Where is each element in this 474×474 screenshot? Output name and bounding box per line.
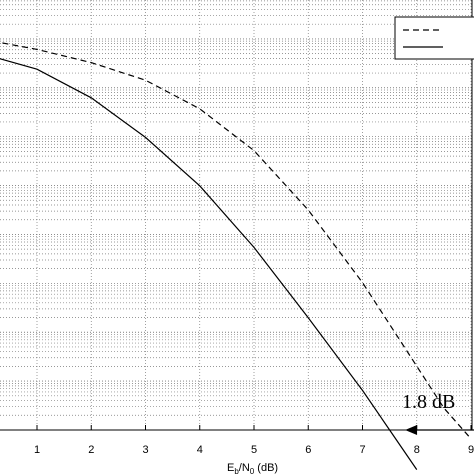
x-tick-label: 8 <box>414 444 420 456</box>
annotation-text: 1.8 dB <box>402 391 455 413</box>
x-tick-labels: 1 2 3 4 5 6 7 8 9 <box>34 425 474 456</box>
x-tick-label: 5 <box>251 444 257 456</box>
x-tick-label: 9 <box>468 444 474 456</box>
x-label-mid: /N <box>239 462 250 474</box>
x-label-sub1: b <box>234 467 239 474</box>
x-label-sub2: 0 <box>250 467 255 474</box>
legend-box <box>394 16 474 60</box>
plot-frame <box>0 0 473 431</box>
x-label-unit: (dB) <box>254 462 278 474</box>
x-tick-label: 6 <box>305 444 311 456</box>
x-label-main: E <box>227 462 234 474</box>
dashed-series-line <box>0 41 472 440</box>
gap-annotation: 1.8 dB <box>402 391 474 435</box>
x-axis-label: Eb/N0 (dB) <box>227 462 278 474</box>
x-tick-label: 7 <box>359 444 365 456</box>
x-tick-label: 1 <box>34 444 40 456</box>
series-lines <box>0 41 472 470</box>
legend <box>394 16 474 60</box>
x-tick-label: 4 <box>197 444 203 456</box>
annotation-arrowhead <box>405 425 418 435</box>
grid-lines <box>0 0 474 431</box>
x-tick-label: 2 <box>88 444 94 456</box>
solid-series-line <box>0 58 418 470</box>
x-tick-label: 3 <box>142 444 148 456</box>
